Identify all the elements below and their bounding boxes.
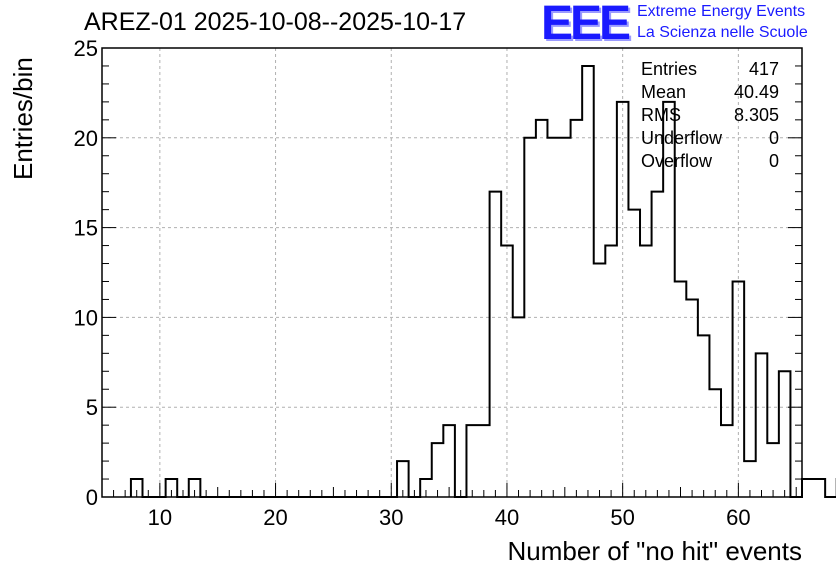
y-tick-label: 5: [86, 395, 98, 420]
stat-value: 417: [748, 59, 779, 79]
logo-line-1: Extreme Energy Events: [637, 3, 806, 20]
y-tick-label: 25: [74, 36, 98, 61]
stats-box: Entries 417 Mean 40.49 RMS 8.305 Underfl…: [641, 58, 779, 173]
stat-value: 0: [768, 151, 779, 171]
stat-value: 40.49: [733, 82, 779, 102]
x-tick-label: 10: [148, 505, 172, 530]
chart-title: AREZ-01 2025-10-08--2025-10-17: [84, 8, 467, 36]
stat-row-overflow: Overflow 0: [641, 150, 779, 173]
eee-logo-mark: EEE: [541, 0, 631, 50]
stat-row-underflow: Underflow 0: [641, 127, 779, 150]
logo-line-2: La Scienza nelle Scuole: [637, 24, 808, 41]
x-axis-label: Number of "no hit" events: [507, 536, 803, 566]
stat-label: RMS: [641, 105, 681, 125]
y-axis-label: Entries/bin: [8, 57, 38, 180]
stat-value: 8.305: [733, 105, 779, 125]
x-tick-label: 20: [263, 505, 287, 530]
y-tick-label: 0: [86, 485, 98, 510]
stat-row-rms: RMS 8.305: [641, 104, 779, 127]
y-tick-label: 10: [74, 305, 98, 330]
stat-row-mean: Mean 40.49: [641, 81, 779, 104]
x-tick-label: 30: [379, 505, 403, 530]
stat-label: Mean: [641, 82, 687, 102]
plot-frame: [101, 47, 803, 498]
y-axis-label-wrap: Entries/bin: [8, 57, 38, 190]
stat-value: 0: [768, 128, 779, 148]
y-tick-label: 15: [74, 216, 98, 241]
x-tick-label: 60: [726, 505, 750, 530]
x-tick-label: 50: [610, 505, 634, 530]
y-tick-label: 20: [74, 126, 98, 151]
x-tick-label: 40: [495, 505, 519, 530]
stat-label: Underflow: [641, 128, 723, 148]
stat-label: Overflow: [641, 151, 713, 171]
stat-row-entries: Entries 417: [641, 58, 779, 81]
stat-label: Entries: [641, 59, 698, 79]
